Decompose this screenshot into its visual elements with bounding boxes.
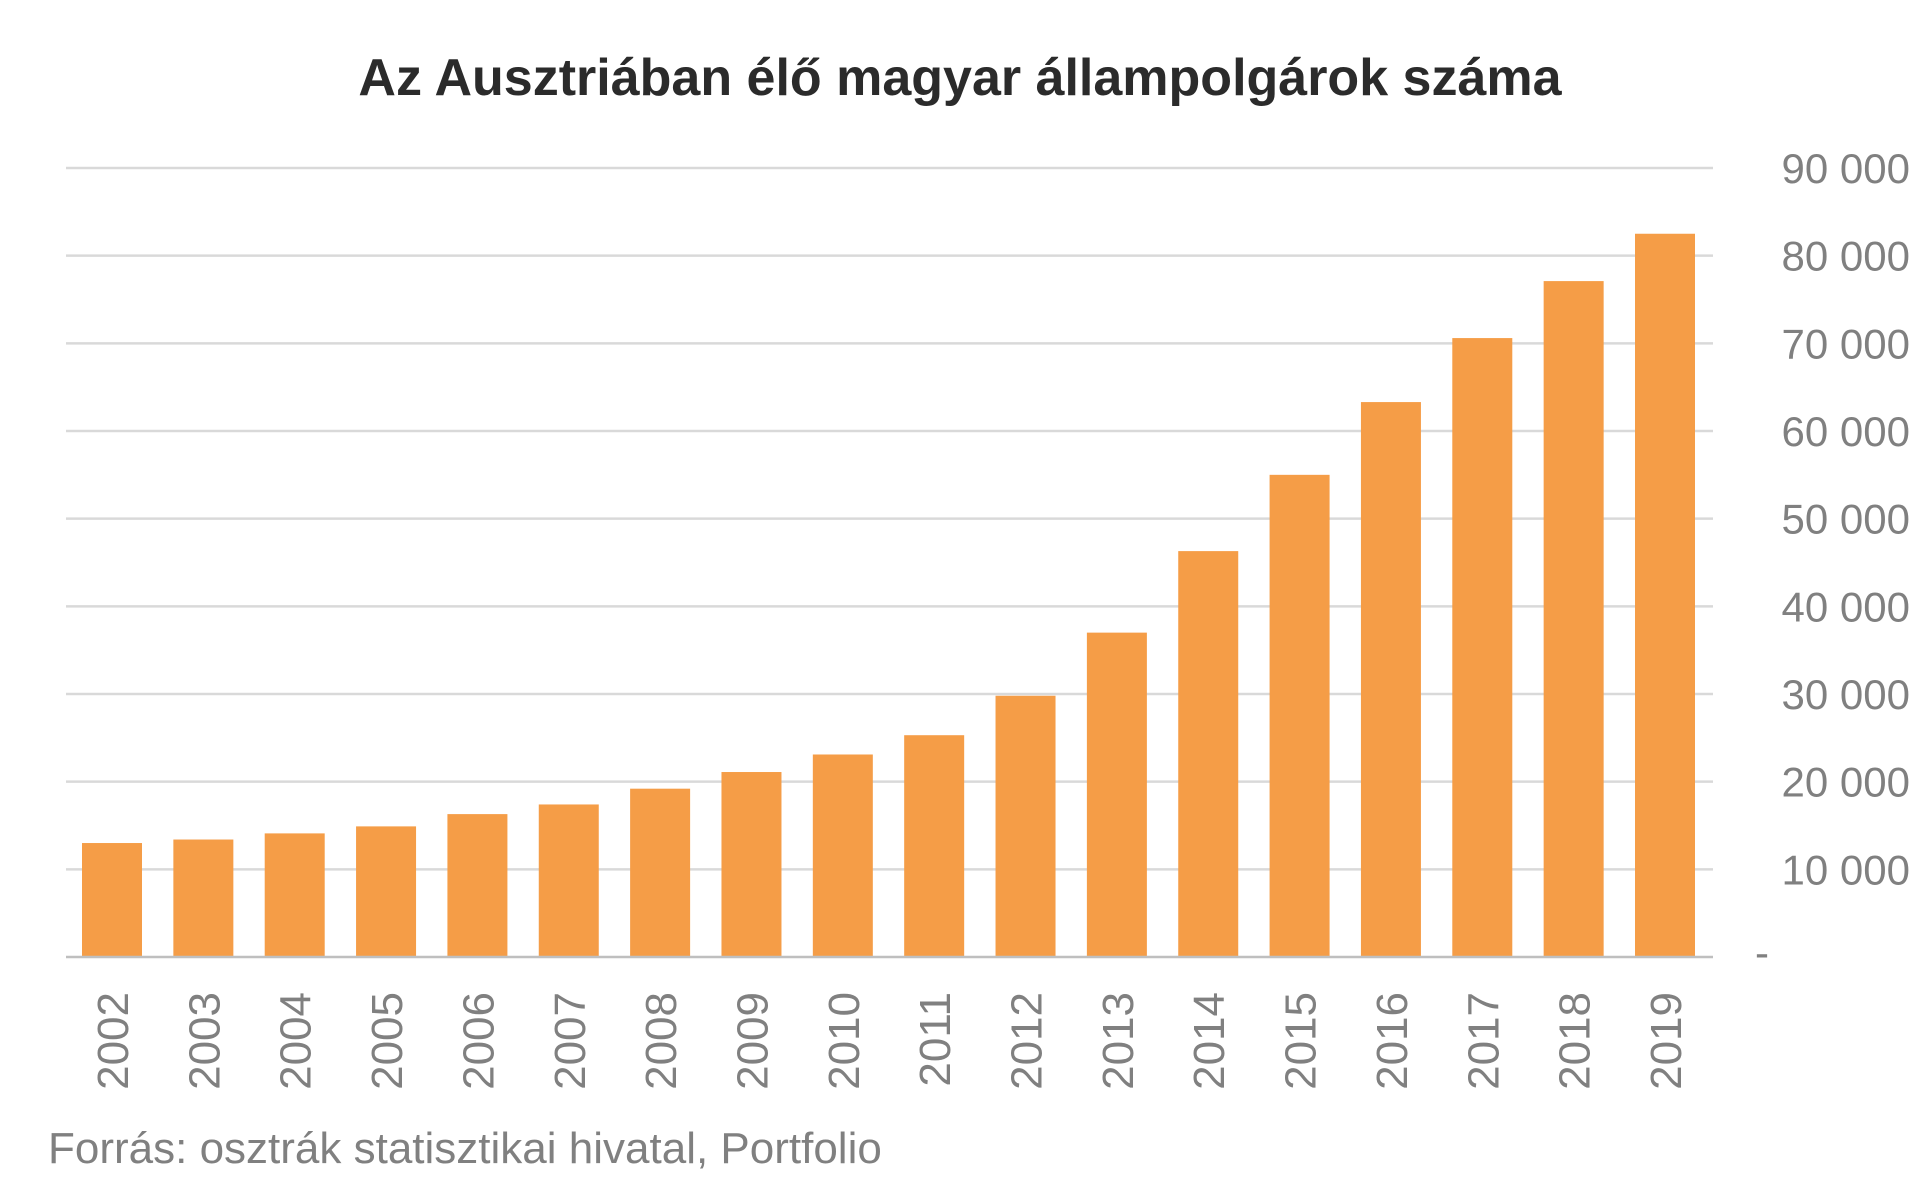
bars [82, 233, 1695, 958]
x-tick-label: 2005 [363, 992, 412, 1090]
bar-2017 [1452, 338, 1513, 957]
x-tick-label: 2015 [1277, 992, 1326, 1090]
bar-2005 [356, 826, 417, 957]
bar-2016 [1360, 402, 1421, 957]
x-tick-label: 2011 [911, 992, 960, 1087]
x-tick-label: 2016 [1368, 992, 1417, 1090]
bar-2019 [1635, 233, 1695, 957]
bar-2009 [721, 772, 782, 957]
y-tick-label: 50 000 [1782, 496, 1910, 543]
bar-2007 [538, 804, 599, 957]
x-tick-label: 2006 [454, 992, 503, 1090]
bar-2013 [1086, 632, 1147, 957]
y-tick-label: 10 000 [1782, 846, 1910, 893]
x-tick-label: 2019 [1642, 992, 1691, 1090]
bar-2003 [173, 839, 234, 957]
bar-2002 [82, 843, 142, 957]
bar-2014 [1178, 551, 1239, 957]
bar-2006 [447, 814, 508, 957]
x-tick-label: 2007 [546, 992, 595, 1090]
y-tick-label: 40 000 [1782, 583, 1910, 630]
y-axis-ticks: -10 000 20 000 30 000 40 000 50 000 60 000 70 … [1755, 145, 1910, 976]
y-tick-label: 90 000 [1782, 145, 1910, 192]
x-axis-ticks: 2002 2003 2004 2005 2006 2007 2008 2009 2010 2011… [89, 992, 1691, 1090]
x-tick-label: 2012 [1003, 992, 1052, 1090]
x-tick-label: 2010 [820, 992, 869, 1090]
y-tick-label: 30 000 [1782, 671, 1910, 718]
bar-2015 [1269, 474, 1330, 957]
bar-2010 [812, 754, 873, 957]
x-tick-label: 2014 [1185, 992, 1234, 1090]
x-tick-label: 2008 [637, 992, 686, 1090]
bar-2004 [264, 833, 325, 957]
x-tick-label: 2018 [1551, 992, 1600, 1090]
bar-2011 [904, 735, 965, 957]
gridlines [66, 166, 1713, 871]
x-tick-label: 2002 [89, 992, 138, 1090]
y-tick-label: 70 000 [1782, 320, 1910, 367]
y-tick-label: 20 000 [1782, 759, 1910, 806]
x-tick-label: 2004 [272, 992, 321, 1090]
bar-2012 [995, 695, 1056, 957]
bar-2018 [1543, 281, 1604, 958]
x-tick-label: 2009 [728, 992, 777, 1090]
x-tick-label: 2017 [1459, 992, 1508, 1090]
chart-title: Az Ausztriában élő magyar állampolgárok … [358, 49, 1562, 107]
x-tick-label: 2003 [180, 992, 229, 1090]
bar-2008 [630, 788, 691, 957]
x-tick-label: 2013 [1094, 992, 1143, 1090]
y-tick-label: 80 000 [1782, 233, 1910, 280]
y-tick-label: - [1755, 929, 1769, 976]
y-tick-label: 60 000 [1782, 408, 1910, 455]
source-note: Forrás: osztrák statisztikai hivatal, Po… [48, 1124, 882, 1173]
